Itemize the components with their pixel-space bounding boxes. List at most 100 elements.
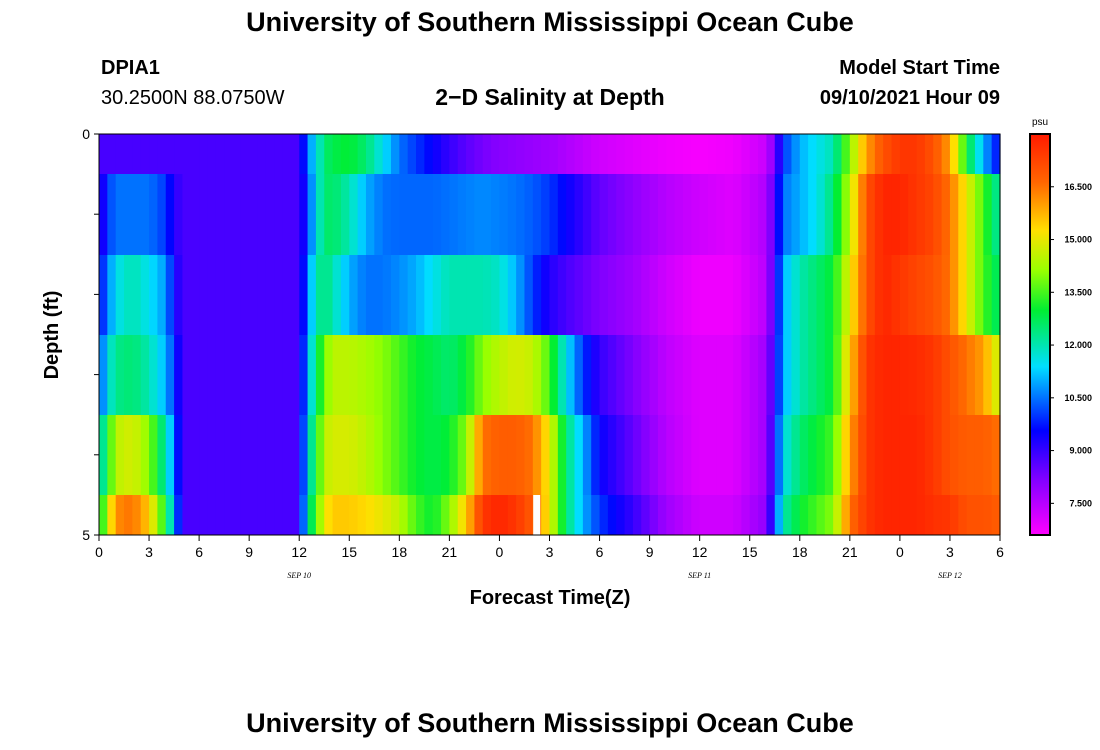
- heatmap-cell: [933, 174, 943, 255]
- heatmap-cell: [674, 415, 684, 495]
- heatmap-cell: [933, 255, 943, 335]
- heatmap-cell: [466, 495, 476, 535]
- x-tick-label: 21: [842, 544, 858, 560]
- heatmap-cell: [374, 335, 384, 415]
- heatmap-cell: [733, 495, 742, 535]
- heatmap-cell: [382, 335, 392, 415]
- heatmap-cell: [966, 174, 976, 255]
- heatmap-cell: [908, 415, 918, 495]
- heatmap-cell: [274, 495, 284, 535]
- heatmap-cell: [799, 495, 809, 535]
- heatmap-cell: [107, 415, 117, 495]
- heatmap-cell: [841, 174, 851, 255]
- heatmap-cell: [824, 255, 834, 335]
- heatmap-cell: [374, 415, 384, 495]
- heatmap-cell: [891, 335, 901, 415]
- heatmap-cell: [274, 134, 284, 174]
- heatmap-cell: [282, 415, 292, 495]
- heatmap-cell: [441, 134, 450, 174]
- heatmap-cell: [874, 415, 884, 495]
- heatmap-cell: [866, 174, 876, 255]
- heatmap-cell: [257, 335, 267, 415]
- heatmap-cell: [407, 415, 417, 495]
- x-tick-label: 0: [496, 544, 504, 560]
- heatmap-cell: [916, 495, 926, 535]
- heatmap-cell: [841, 415, 851, 495]
- heatmap-cell: [708, 255, 717, 335]
- heatmap-cell: [791, 134, 801, 174]
- heatmap-cell: [741, 335, 751, 415]
- heatmap-cell: [632, 255, 642, 335]
- heatmap-cell: [908, 174, 918, 255]
- heatmap-cell: [974, 174, 984, 255]
- heatmap-cell: [549, 174, 559, 255]
- heatmap-cell: [132, 415, 142, 495]
- heatmap-cell: [340, 495, 350, 535]
- heatmap-cell: [607, 415, 617, 495]
- heatmap-cell: [432, 255, 442, 335]
- heatmap-cell: [566, 335, 576, 415]
- heatmap-cell: [357, 495, 367, 535]
- heatmap-cell: [866, 415, 876, 495]
- heatmap-cell: [491, 255, 501, 335]
- heatmap-cell: [224, 134, 234, 174]
- heatmap-cell: [908, 134, 918, 174]
- heatmap-cell: [491, 495, 501, 535]
- heatmap-cell: [616, 134, 626, 174]
- heatmap-cell: [607, 495, 617, 535]
- heatmap-cell: [624, 174, 634, 255]
- heatmap-cell: [249, 495, 259, 535]
- heatmap-cell: [474, 335, 484, 415]
- heatmap-cell: [340, 134, 350, 174]
- heatmap-cell: [733, 174, 742, 255]
- heatmap-cell: [232, 495, 242, 535]
- heatmap-cell: [958, 134, 968, 174]
- heatmap-cell: [632, 495, 642, 535]
- heatmap-cell: [716, 415, 726, 495]
- x-tick-label: 15: [341, 544, 357, 560]
- heatmap-cell: [766, 415, 776, 495]
- heatmap-cell: [524, 174, 534, 255]
- heatmap-cell: [524, 495, 534, 535]
- heatmap-cell: [699, 495, 709, 535]
- heatmap-cell: [716, 174, 726, 255]
- heatmap-cell: [516, 255, 526, 335]
- heatmap-cell: [816, 134, 826, 174]
- heatmap-cell: [132, 174, 142, 255]
- heatmap-cell: [582, 174, 592, 255]
- heatmap-cell: [532, 335, 542, 415]
- heatmap-cell: [249, 255, 259, 335]
- heatmap-cell: [165, 495, 175, 535]
- heatmap-cell: [657, 255, 667, 335]
- heatmap-cell: [808, 134, 818, 174]
- heatmap-cell: [933, 415, 943, 495]
- heatmap-cell: [557, 134, 567, 174]
- heatmap-cell: [874, 335, 884, 415]
- heatmap-cell: [566, 174, 576, 255]
- heatmap-cell: [708, 174, 717, 255]
- heatmap-cell: [215, 255, 225, 335]
- heatmap-cell: [958, 255, 968, 335]
- x-date-label: SEP 10: [287, 571, 311, 580]
- heatmap-cell: [607, 134, 617, 174]
- heatmap-cell: [599, 134, 609, 174]
- heatmap-cell: [315, 415, 325, 495]
- heatmap-cell: [240, 255, 250, 335]
- heatmap-cell: [332, 415, 342, 495]
- heatmap-cell: [324, 174, 334, 255]
- heatmap-cell: [374, 134, 384, 174]
- colorbar-tick-label: 10.500: [1064, 393, 1092, 403]
- heatmap-cell: [791, 495, 801, 535]
- heatmap-cell: [215, 415, 225, 495]
- heatmap-cell: [457, 415, 467, 495]
- heatmap-cell: [766, 174, 776, 255]
- heatmap-cell: [332, 495, 342, 535]
- heatmap-cell: [691, 415, 701, 495]
- heatmap-cell: [716, 335, 726, 415]
- heatmap-cell: [557, 495, 567, 535]
- heatmap-cell: [224, 495, 234, 535]
- heatmap-cell: [582, 134, 592, 174]
- heatmap-cell: [966, 415, 976, 495]
- heatmap-cell: [674, 134, 684, 174]
- heatmap-cell: [657, 335, 667, 415]
